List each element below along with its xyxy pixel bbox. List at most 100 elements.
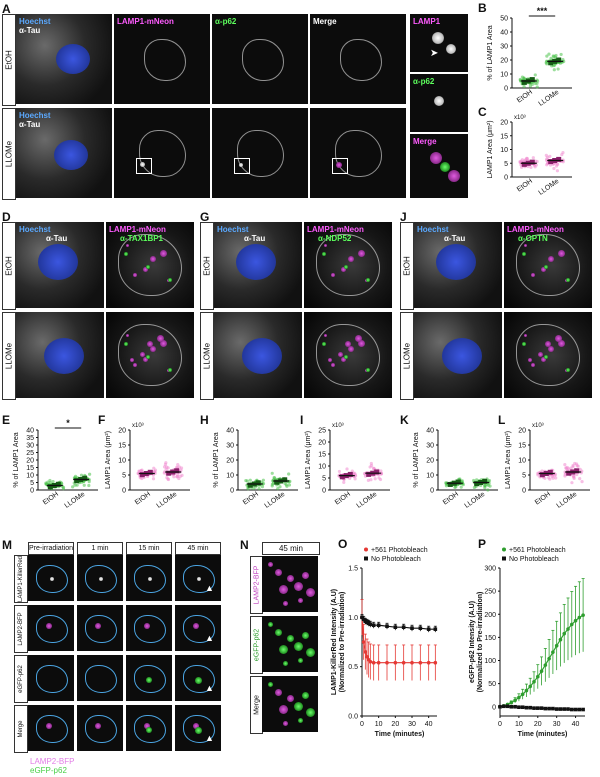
point-o-1 [418, 626, 423, 630]
row-label-llome: LLOMe [2, 108, 16, 200]
data-point-b [547, 52, 551, 56]
point-p-0 [509, 700, 514, 705]
micrograph-m-3-3: ▲ [175, 705, 221, 751]
micrograph-j-tau-1 [414, 312, 502, 398]
y-tick-label-e: 5 [30, 480, 34, 487]
data-point-b [551, 54, 555, 58]
row-label-m-1: LAMP2-BFP [14, 605, 28, 653]
data-point-l [578, 477, 582, 481]
y-tick-label-h: 20 [226, 458, 234, 465]
y-tick-label-p: 300 [484, 566, 496, 573]
y-tick-label-h: 30 [226, 443, 234, 450]
point-o-1 [361, 617, 366, 622]
micrograph-m-2-0 [28, 655, 74, 701]
data-point-b [559, 52, 563, 57]
y-axis-label-o: LAMP1-KillerRed Intensity (A.U) [331, 589, 338, 695]
inset-merge: Merge [410, 134, 468, 198]
point-p-0 [566, 627, 570, 631]
y-tick-label-b: 20 [500, 58, 508, 65]
y-tick-label-p: 150 [484, 635, 496, 642]
point-p-1 [554, 707, 559, 711]
panel-letter-h: H [200, 413, 209, 427]
replicate-mean-c [548, 159, 554, 165]
data-point-h [245, 479, 249, 483]
legend-marker-p-1 [502, 556, 506, 561]
replicate-mean-i [366, 471, 372, 477]
y-tick-label-c: 0 [504, 175, 508, 182]
point-o-1 [410, 626, 414, 630]
point-p-0 [532, 679, 536, 684]
label-tau: α-Tau [19, 26, 41, 35]
x-tick-label-f: EtOH [134, 491, 152, 507]
data-point-i [345, 467, 349, 471]
data-point-c [531, 156, 535, 160]
point-o-1 [401, 625, 406, 629]
label-lamp1-mneon: LAMP1-mNeon [117, 17, 174, 26]
data-point-k [486, 488, 490, 492]
y-tick-label-c: 10 [500, 147, 508, 154]
point-o-1 [433, 627, 438, 631]
data-point-l [576, 464, 580, 468]
replicate-mean-c [529, 159, 535, 165]
x-tick-label-h: LLOMe [264, 491, 287, 510]
point-p-1 [569, 707, 574, 712]
panel-letter-i: I [300, 413, 303, 427]
data-point-i [371, 466, 376, 471]
point-p-0 [517, 695, 521, 700]
data-point-i [342, 480, 346, 485]
row-label-g-0: EtOH [200, 222, 214, 310]
sig-label-b: *** [537, 6, 548, 16]
point-p-0 [573, 618, 578, 623]
y-tick-label-b: 30 [500, 44, 508, 51]
point-o-0 [385, 660, 389, 665]
data-point-e [87, 478, 91, 482]
data-point-f [175, 465, 179, 469]
data-point-e [82, 483, 86, 487]
replicate-mean-b [556, 57, 562, 63]
micrograph-m-3-2 [126, 705, 172, 751]
data-point-l [572, 474, 576, 478]
y-tick-label-h: 40 [226, 428, 234, 435]
y-tick-label-k: 30 [426, 443, 434, 450]
point-p-1 [547, 706, 551, 711]
y-axis-label-f: LAMP1 Area (μm²) [105, 431, 112, 489]
data-point-f [165, 465, 169, 469]
replicate-mean-l [566, 470, 572, 476]
data-point-b [545, 54, 549, 58]
data-point-b [535, 85, 539, 89]
micrograph-m-1-0 [28, 605, 74, 651]
data-point-e [75, 483, 79, 487]
micrograph-m-2-3: ▲ [175, 655, 221, 701]
micrograph-d-lamp1-1 [106, 312, 194, 398]
x-axis-label-o: Time (minutes) [375, 731, 425, 738]
y-tick-label-c: 20 [500, 120, 508, 127]
panel-letter-b: B [478, 1, 487, 15]
data-point-e [71, 485, 75, 489]
y-tick-label-o: 1.0 [348, 615, 358, 622]
x-tick-label-l: EtOH [534, 491, 552, 507]
x-tick-label-o: 10 [375, 721, 383, 728]
data-point-e [51, 480, 55, 484]
y-axis-label-p: eGFP-p62 Intensity (A.U) [469, 601, 476, 683]
y-tick-label-l: 0 [522, 488, 526, 495]
replicate-mean-e [55, 481, 61, 487]
micrograph-m-0-2 [126, 555, 172, 601]
micrograph-m-1-1 [77, 605, 123, 651]
micrograph-j-lamp1-1 [504, 312, 592, 398]
point-o-0 [418, 660, 423, 665]
point-o-0 [365, 655, 369, 659]
point-p-1 [539, 706, 544, 710]
data-point-l [569, 466, 573, 470]
data-point-l [575, 472, 579, 477]
data-point-b [556, 67, 560, 71]
point-o-0 [433, 660, 438, 665]
point-p-1 [509, 704, 514, 709]
y-tick-label-i: 25 [318, 428, 326, 435]
x-tick-label-b: LLOMe [538, 89, 561, 108]
x-tick-label-p: 40 [572, 721, 580, 728]
y-tick-label-c: 15 [500, 133, 508, 140]
legend-m: LAMP2-BFP eGFP-p62 [30, 757, 75, 775]
exponent-label-i: x10³ [332, 423, 344, 429]
point-p-1 [558, 707, 563, 711]
